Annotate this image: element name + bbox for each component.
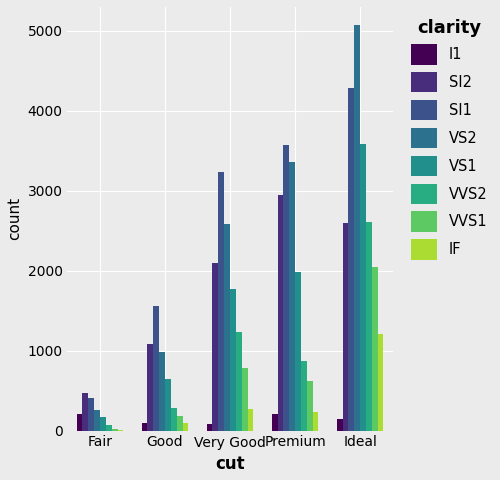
Bar [82, 394, 88, 431]
Bar [242, 368, 248, 431]
Bar [312, 412, 318, 431]
Bar [301, 361, 307, 431]
Bar [284, 145, 289, 431]
Legend: I1, SI2, SI1, VS2, VS1, VVS2, VVS1, IF: I1, SI2, SI1, VS2, VS1, VVS2, VVS1, IF [406, 14, 492, 264]
Bar [272, 414, 278, 431]
Bar [360, 144, 366, 431]
Bar [206, 424, 212, 431]
Bar [218, 172, 224, 431]
Bar [224, 224, 230, 431]
Bar [76, 414, 82, 431]
Bar [176, 416, 182, 431]
Bar [230, 289, 236, 431]
Y-axis label: count: count [7, 197, 22, 240]
Bar [171, 408, 176, 431]
Bar [182, 423, 188, 431]
Bar [118, 430, 124, 431]
Bar [142, 423, 148, 431]
Bar [112, 429, 117, 431]
Bar [336, 419, 342, 431]
Bar [289, 162, 295, 431]
Bar [88, 398, 94, 431]
Bar [236, 332, 242, 431]
Bar [100, 417, 106, 431]
Bar [372, 267, 378, 431]
Bar [106, 425, 112, 431]
Bar [307, 382, 312, 431]
Bar [378, 334, 384, 431]
Bar [94, 410, 100, 431]
Bar [165, 379, 171, 431]
Bar [348, 88, 354, 431]
Bar [159, 352, 165, 431]
Bar [212, 263, 218, 431]
Bar [148, 344, 154, 431]
Bar [366, 222, 372, 431]
Bar [278, 195, 283, 431]
Bar [342, 223, 348, 431]
Bar [354, 25, 360, 431]
Bar [154, 306, 159, 431]
X-axis label: cut: cut [215, 455, 245, 473]
Bar [248, 409, 254, 431]
Bar [295, 272, 301, 431]
